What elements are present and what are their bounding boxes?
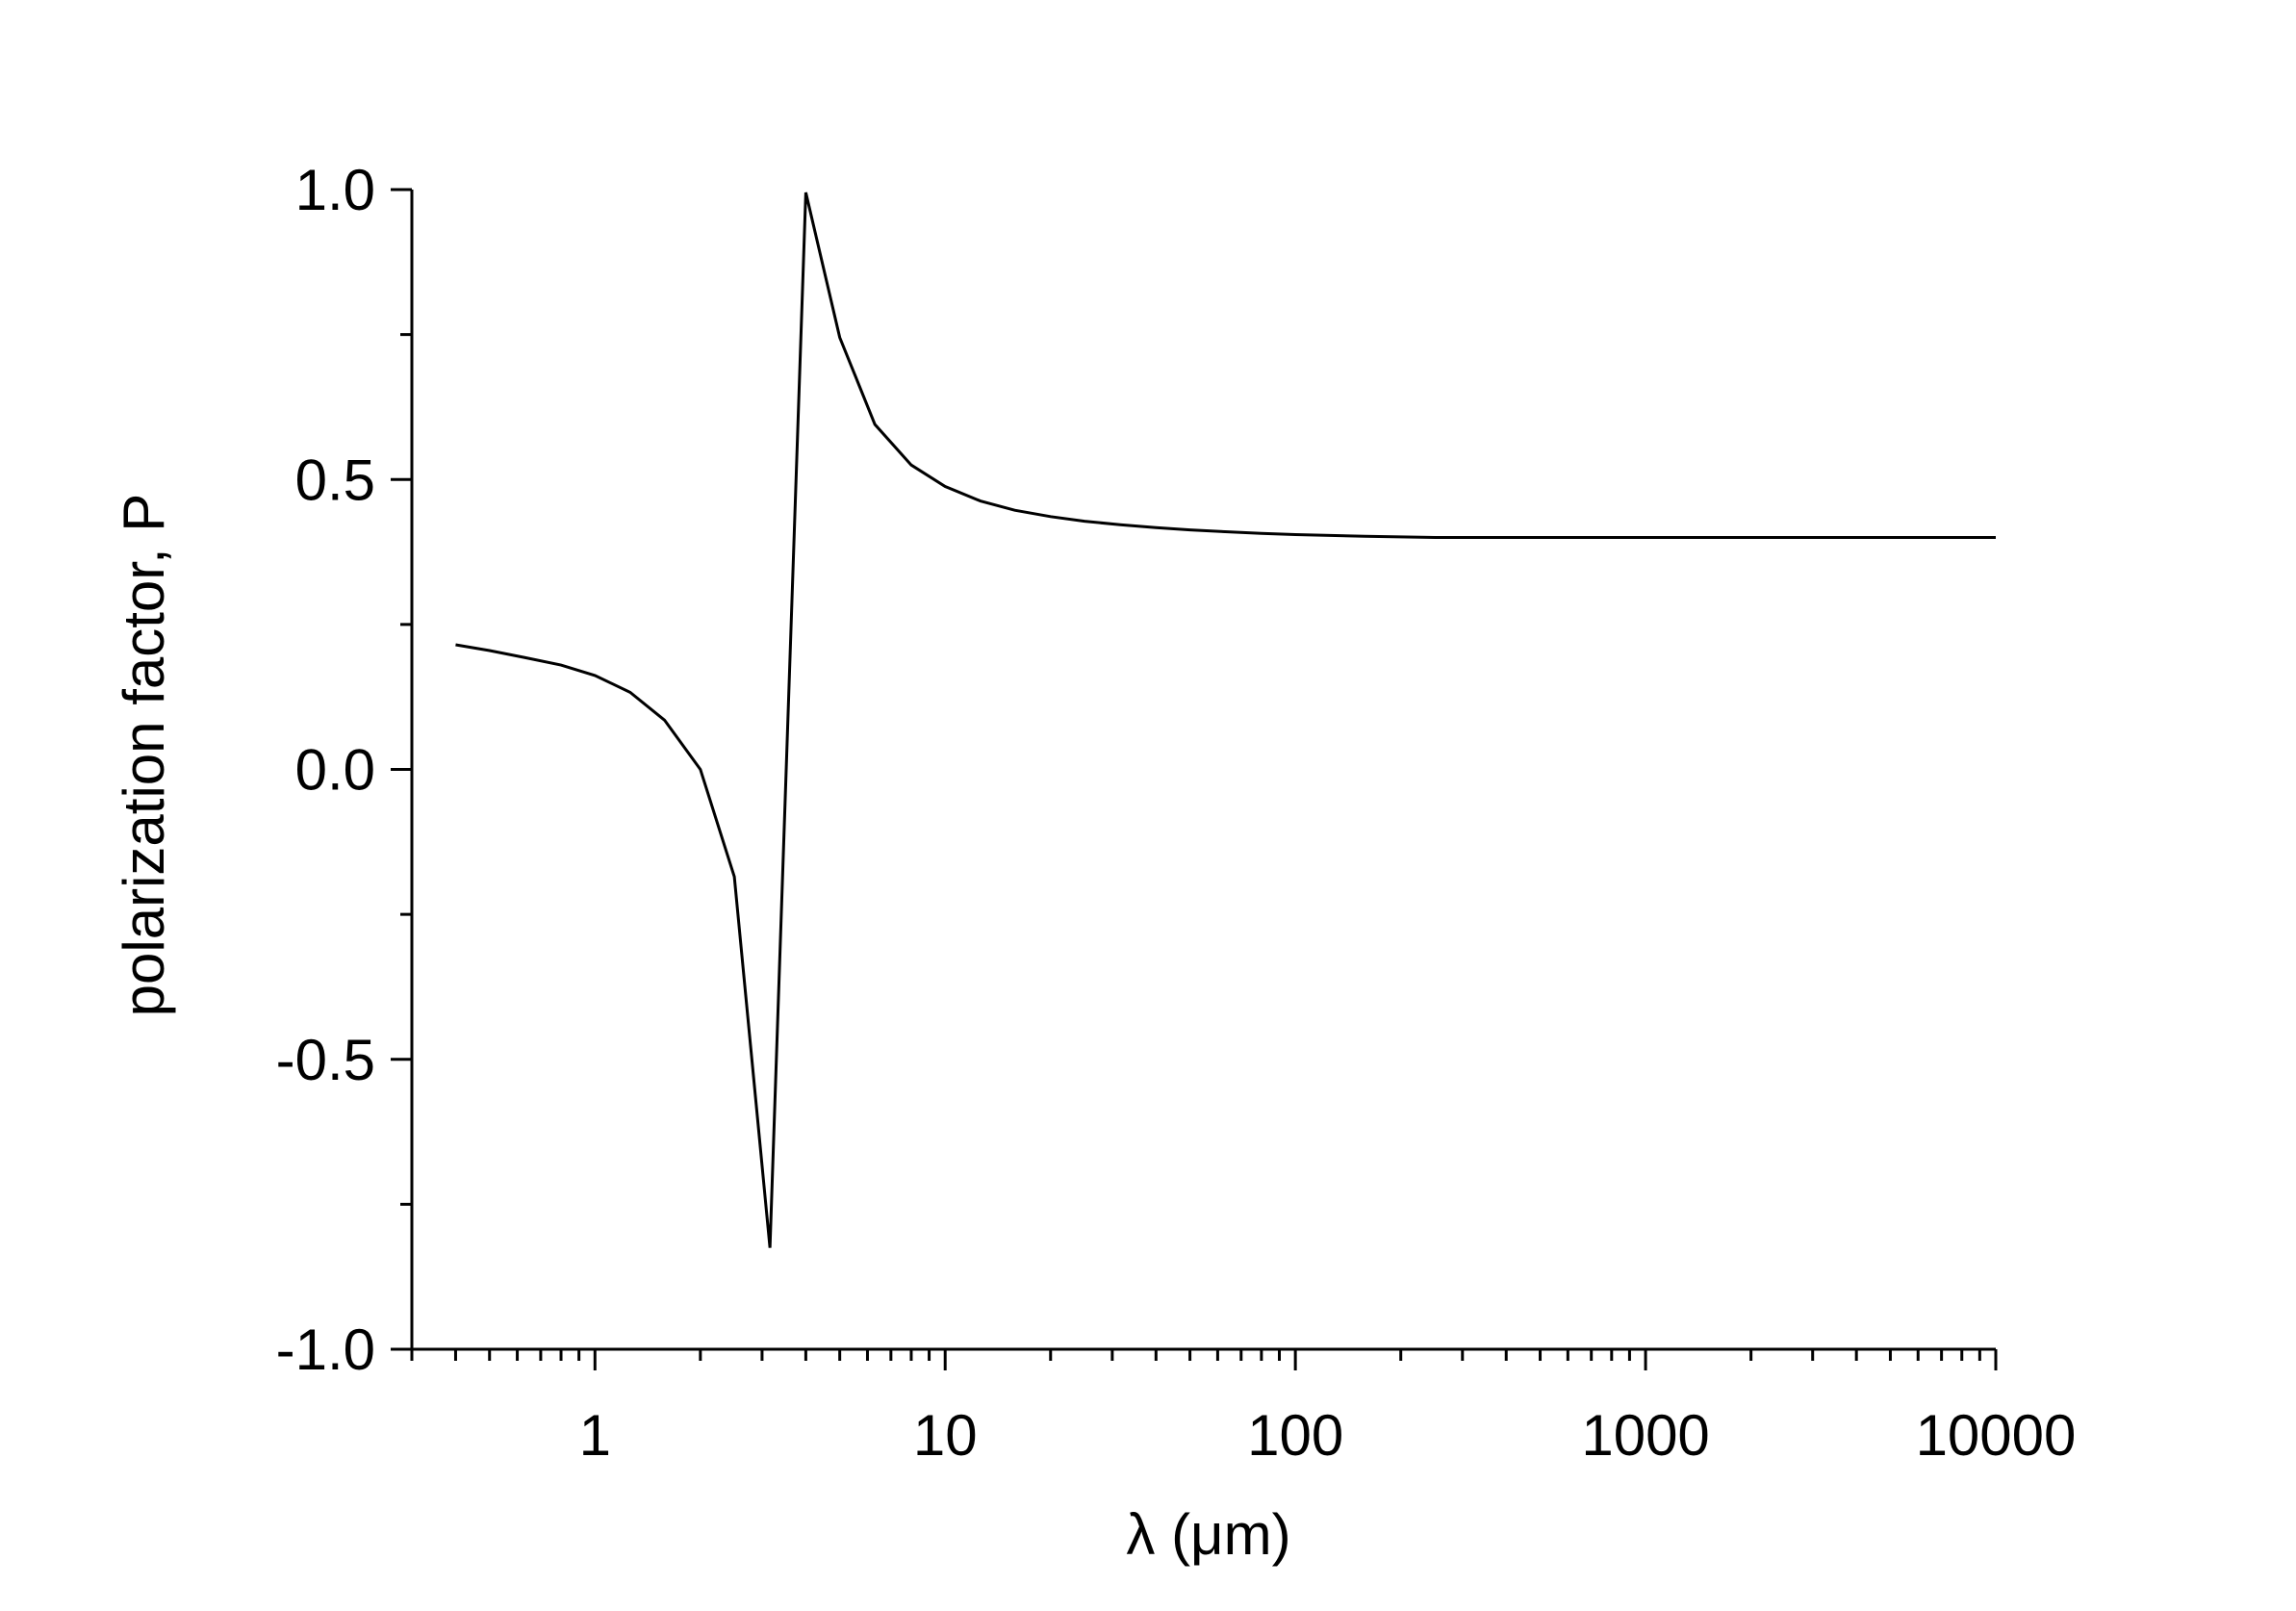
x-tick-label: 1000 [1581, 1403, 1709, 1468]
y-tick-label: 1.0 [295, 158, 375, 222]
series-line [455, 192, 1996, 1248]
x-tick-label: 100 [1247, 1403, 1343, 1468]
y-tick-label: 0.0 [295, 738, 375, 803]
x-axis-title: λ (μm) [1126, 1502, 1290, 1567]
y-tick-label: -0.5 [276, 1028, 375, 1092]
y-axis-title: polarization factor, P [112, 494, 176, 1017]
tick-marks [391, 188, 1998, 1370]
y-tick-label: 0.5 [295, 448, 375, 512]
x-tick-label: 10 [913, 1403, 978, 1468]
x-tick-label: 10000 [1916, 1403, 2077, 1468]
x-tick-label: 1 [579, 1403, 611, 1468]
y-tick-label: -1.0 [276, 1317, 375, 1382]
axes [410, 190, 1996, 1351]
tick-labels: -1.0 -0.5 0.0 0.5 1.0 1 10 100 1000 10000 [276, 158, 2077, 1468]
